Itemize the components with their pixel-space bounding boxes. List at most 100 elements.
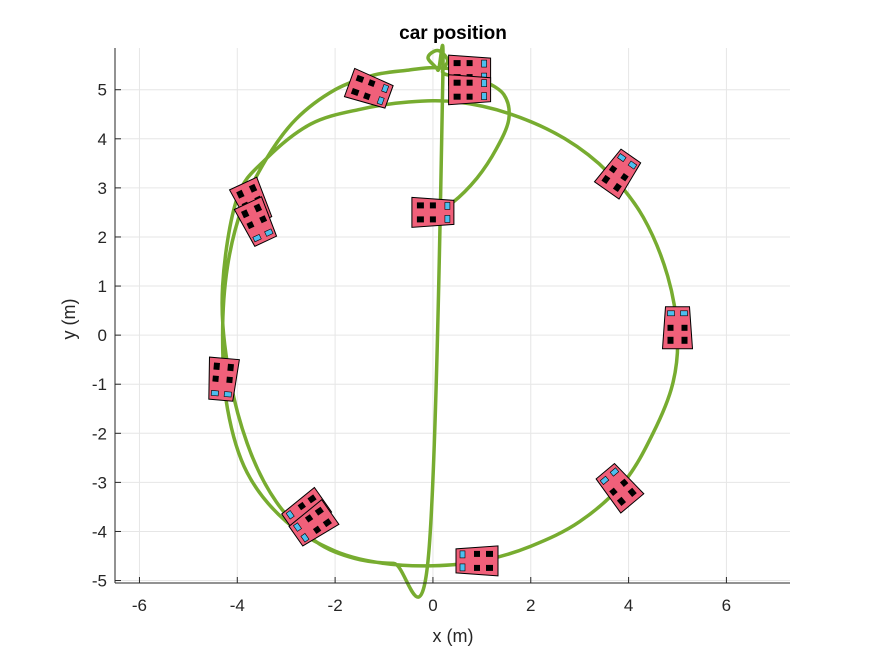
car-marker [448,74,492,106]
y-tick-label: 3 [98,179,107,198]
grid [115,48,790,583]
car-wheel [367,79,376,87]
y-tick-label: -5 [92,572,107,591]
car-wheel [681,324,688,331]
x-tick-label: 2 [526,596,535,615]
car-headlight [223,391,232,398]
car-wheel [609,487,618,497]
car-marker [233,196,278,247]
car-body [593,148,642,200]
y-tick-label: 2 [98,228,107,247]
car-wheel [667,324,674,331]
chart-title: car position [399,23,507,44]
car-headlight [444,202,451,210]
car-wheel [486,564,493,571]
car-wheel [226,376,233,384]
car-wheel [416,202,424,209]
y-tick-label: -3 [92,473,107,492]
x-tick-label: -6 [132,596,147,615]
car-wheel [453,79,461,86]
car-wheel [363,92,371,101]
x-tick-label: 4 [624,596,633,615]
car-headlight [627,160,638,170]
car-marker [593,148,642,200]
car-wheel [681,336,688,344]
car-marker [288,499,340,547]
car-wheel [312,525,322,535]
car-wheel [667,336,674,344]
car-wheel [453,93,461,100]
car-wheel [259,215,268,224]
car-wheel [474,550,480,557]
car-headlight [609,467,620,477]
car-wheel [253,203,263,213]
y-tick-label: 4 [98,130,107,149]
car-wheel [627,487,637,497]
car-body [411,196,455,228]
car-marker [595,462,645,514]
car-wheel [416,216,424,223]
car-headlight [459,563,466,572]
car-headlight [264,228,274,237]
y-tick-label: 1 [98,277,107,296]
x-tick-label: 6 [722,596,731,615]
x-axis-label: x (m) [433,626,474,646]
car-headlight [617,153,627,163]
car-body [288,499,340,547]
car-markers [208,54,694,577]
car-headlight [381,84,390,94]
x-tick-label: -4 [230,596,245,615]
car-wheel [466,93,473,100]
car-body [448,74,492,106]
x-tick-label: 0 [428,596,437,615]
car-headlight [481,79,487,87]
plot-area: -6 -4 -2 0 2 4 6 -5 -4 -3 -2 -1 0 1 2 3 4 5 [92,43,790,615]
car-wheel [246,221,255,230]
y-tick-labels: -5 -4 -3 -2 -1 0 1 2 3 4 5 [92,81,107,591]
car-body [595,462,645,514]
car-wheel [619,478,629,488]
car-headlight [376,96,385,106]
car-wheel [429,202,436,209]
y-tick-label: 0 [98,326,107,345]
car-wheel [608,165,618,174]
car-headlight [444,215,451,223]
car-headlight [667,310,675,317]
car-headlight [293,522,302,532]
car-headlight [252,233,262,243]
car-headlight [481,59,487,68]
car-wheel [236,189,245,199]
car-wheel [314,506,324,516]
car-marker [343,67,394,109]
car-marker [411,196,455,228]
car-wheel [466,79,473,86]
car-marker [455,545,499,577]
car-wheel [620,173,629,182]
car-wheel [429,216,436,223]
car-headlight [459,550,466,559]
car-wheel [248,183,258,193]
car-wheel [612,182,622,193]
y-tick-label: 5 [98,81,107,100]
car-wheel [212,375,219,382]
car-body [661,306,694,350]
car-wheel [466,60,473,67]
x-tick-labels: -6 -4 -2 0 2 4 6 [132,596,731,615]
axes [114,48,790,584]
car-wheel [227,363,234,372]
car-headlight [481,92,487,100]
car-headlight [680,310,688,317]
y-tick-label: -4 [92,522,107,541]
car-wheel [486,550,493,557]
y-tick-label: -2 [92,424,107,443]
car-wheel [350,87,360,97]
car-wheel [307,494,317,504]
car-wheel [453,60,461,67]
car-headlight [599,475,610,485]
car-headlight [285,510,295,520]
car-headlight [300,533,310,543]
car-wheel [322,518,332,528]
y-axis-label: y (m) [59,299,79,340]
car-wheel [213,362,221,370]
